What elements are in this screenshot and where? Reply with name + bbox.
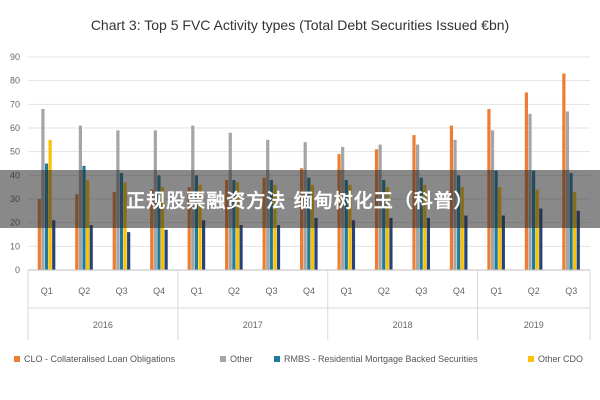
x-tick-label: Q1 (340, 286, 352, 296)
legend-label: Other CDO (538, 354, 583, 364)
y-axis: 0102030405060708090 (10, 52, 20, 275)
bar (498, 187, 502, 270)
bar (351, 220, 356, 270)
legend-label: CLO - Collateralised Loan Obligations (24, 354, 176, 364)
year-label: 2018 (393, 320, 413, 330)
legend-swatch (220, 356, 226, 362)
year-label: 2016 (93, 320, 113, 330)
y-tick-label: 80 (10, 76, 20, 86)
bar (535, 189, 539, 270)
y-tick-label: 0 (15, 265, 20, 275)
bar (202, 220, 206, 270)
bar (160, 187, 165, 270)
bar (314, 217, 318, 270)
bar (389, 217, 393, 270)
legend-swatch (528, 356, 534, 362)
bar (464, 215, 468, 270)
x-tick-label: Q1 (490, 286, 502, 296)
y-tick-label: 70 (10, 99, 20, 109)
legend: CLO - Collateralised Loan Obligations Oth… (14, 354, 583, 364)
bar (112, 191, 116, 270)
bar (460, 187, 464, 270)
bar (164, 229, 168, 270)
x-tick-label: Q1 (41, 286, 53, 296)
y-tick-label: 90 (10, 52, 20, 62)
year-label: 2019 (524, 320, 544, 330)
chart-title: Chart 3: Top 5 FVC Activity types (Total… (91, 17, 509, 33)
legend-label: Other (230, 354, 253, 364)
x-tick-label: Q3 (266, 286, 278, 296)
year-label: 2017 (243, 320, 263, 330)
x-tick-label: Q3 (415, 286, 427, 296)
y-tick-label: 10 (10, 241, 20, 251)
bar (37, 199, 41, 270)
x-tick-label: Q1 (191, 286, 203, 296)
bar (127, 232, 131, 270)
bar (501, 215, 505, 270)
x-tick-label: Q4 (153, 286, 165, 296)
x-tick-label: Q3 (565, 286, 577, 296)
x-tick-label: Q2 (78, 286, 90, 296)
bar (573, 191, 577, 270)
x-tick-label: Q3 (116, 286, 128, 296)
x-tick-label: Q4 (303, 286, 315, 296)
bar (75, 194, 79, 270)
bar (576, 210, 580, 270)
legend-label: RMBS - Residential Mortgage Backed Secur… (284, 354, 478, 364)
x-tick-label: Q2 (378, 286, 390, 296)
y-tick-label: 50 (10, 147, 20, 157)
legend-swatch (274, 356, 280, 362)
y-tick-label: 60 (10, 123, 20, 133)
bar (187, 187, 191, 270)
overlay-text: 正规股票融资方法 缅甸树化玉（科普） (126, 189, 474, 212)
x-axis: Q1 Q2 Q3 Q4 Q1 Q2 Q3 Q4 Q1 Q2 Q3 Q4 Q1 Q2 Q3 2016 2017 20… (27, 269, 591, 340)
x-tick-label: Q2 (528, 286, 540, 296)
bar (52, 220, 56, 270)
bar (426, 217, 430, 270)
x-tick-label: Q4 (453, 286, 465, 296)
bar (276, 225, 281, 270)
x-tick-label: Q2 (228, 286, 240, 296)
bar (539, 208, 543, 270)
bar (239, 225, 243, 270)
bar (89, 225, 93, 270)
overlay-banner: 正规股票融资方法 缅甸树化玉（科普） (0, 170, 600, 228)
bar (385, 187, 389, 270)
legend-swatch (14, 356, 20, 362)
bar (150, 189, 154, 270)
